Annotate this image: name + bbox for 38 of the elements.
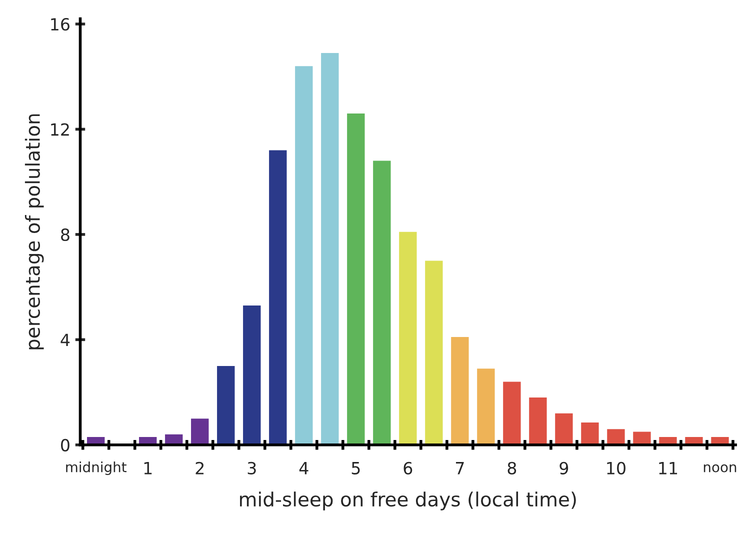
bar: [347, 113, 365, 445]
x-tick-label: 2: [196, 462, 204, 474]
x-tick-label: 1: [144, 462, 152, 474]
y-tick-label: 4: [60, 334, 70, 346]
x-tick-label: 4: [299, 462, 308, 474]
x-tick-label: 11: [659, 462, 678, 474]
x-tick-label: midnight: [66, 462, 126, 475]
y-tick-label: 8: [61, 228, 70, 242]
bar: [295, 66, 313, 445]
y-tick-label: 0: [61, 438, 70, 452]
bar: [503, 382, 521, 445]
bar: [581, 422, 599, 445]
bar: [555, 413, 573, 445]
bar: [529, 398, 547, 445]
x-tick-label: 6: [404, 462, 412, 474]
bar: [243, 305, 261, 445]
y-tick-label: 12: [51, 123, 69, 136]
bar: [217, 366, 235, 445]
bar: [269, 150, 287, 445]
x-tick-label: 8: [508, 462, 516, 474]
x-axis-title: mid-sleep on free days (local time): [240, 492, 576, 510]
x-tick-label: 7: [456, 462, 464, 474]
bar: [477, 368, 495, 445]
bar: [191, 418, 209, 445]
bar: [373, 160, 391, 445]
x-tick-label: 9: [560, 462, 568, 474]
bar: [607, 429, 625, 445]
x-tick-label: 3: [248, 462, 256, 474]
y-tick-label: 16: [51, 18, 70, 31]
y-axis-title: percentage of polulation: [24, 114, 44, 350]
bar: [399, 232, 417, 445]
x-tick-label: 10: [607, 462, 626, 474]
x-tick-label: 5: [352, 462, 360, 474]
bar: [451, 337, 469, 445]
bar: [633, 432, 651, 445]
bar: [321, 52, 339, 445]
bar: [425, 260, 443, 445]
x-tick-label: noon: [704, 464, 736, 472]
